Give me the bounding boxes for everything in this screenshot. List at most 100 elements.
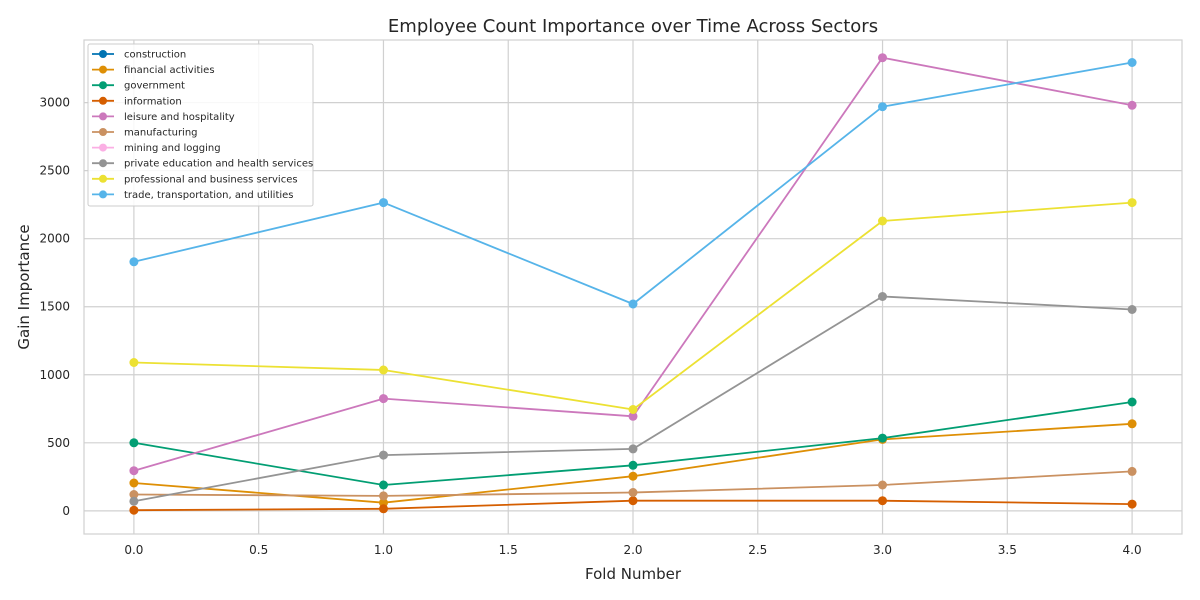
- data-point: [878, 480, 887, 490]
- data-point: [878, 216, 887, 226]
- x-tick-label: 3.5: [998, 543, 1017, 557]
- legend-swatch-marker: [99, 190, 107, 199]
- data-point: [1127, 198, 1137, 208]
- legend-box: [87, 43, 314, 207]
- data-point: [628, 488, 638, 497]
- data-point: [628, 299, 638, 309]
- y-tick-label: 2500: [39, 164, 70, 178]
- x-axis-label: Fold Number: [585, 565, 682, 583]
- legend-swatch-marker: [99, 174, 107, 183]
- legend-label: information: [124, 96, 182, 107]
- data-point: [379, 394, 388, 404]
- legend-item: information: [92, 96, 182, 107]
- data-point: [129, 438, 139, 448]
- data-point: [628, 444, 638, 454]
- legend-swatch-marker: [99, 81, 107, 90]
- legend-label: trade, transportation, and utilities: [124, 190, 294, 201]
- data-point: [1127, 499, 1137, 509]
- x-tick-label: 3.0: [873, 543, 892, 557]
- x-tick-label: 1.0: [374, 543, 393, 557]
- data-point: [878, 292, 887, 301]
- data-point: [1127, 466, 1137, 476]
- data-point: [129, 466, 139, 476]
- legend-label: government: [124, 81, 185, 92]
- data-point: [878, 433, 887, 443]
- grid-lines: [84, 40, 1182, 534]
- y-tick-label: 1500: [39, 300, 70, 314]
- data-point: [379, 365, 388, 375]
- data-point: [379, 491, 388, 501]
- legend-item: financial activities: [92, 65, 215, 76]
- legend-swatch-marker: [99, 50, 107, 58]
- data-point: [129, 478, 139, 488]
- legend-label: manufacturing: [124, 128, 198, 139]
- data-point: [379, 198, 388, 208]
- data-point: [1127, 305, 1137, 314]
- tick-labels: 0.0 0.5 1.0 1.5 2.0 2.5 3.0 3.5 4.0 0 500 1000 1500 2…: [39, 96, 1141, 557]
- data-point: [878, 496, 887, 506]
- plot-frame: [83, 39, 1183, 535]
- data-point: [379, 504, 388, 514]
- legend-item: leisure and hospitality: [92, 112, 235, 123]
- legend-swatch-marker: [99, 159, 107, 168]
- series-information: [129, 496, 1137, 515]
- data-point: [129, 505, 139, 515]
- x-tick-label: 0.0: [124, 543, 143, 557]
- series-professional-and-business-services: [129, 198, 1137, 414]
- x-tick-label: 2.5: [748, 543, 767, 557]
- legend-swatch-marker: [99, 112, 107, 121]
- data-point: [628, 411, 638, 421]
- series-manufacturing: [129, 466, 1137, 501]
- data-point: [878, 102, 887, 112]
- x-tick-label: 4.0: [1123, 543, 1142, 557]
- data-point: [1127, 397, 1137, 407]
- legend-label: construction: [124, 50, 186, 61]
- x-tick-label: 2.0: [623, 543, 642, 557]
- data-point: [1127, 419, 1137, 429]
- x-tick-label: 1.5: [499, 543, 518, 557]
- legend-item: trade, transportation, and utilities: [92, 190, 294, 201]
- y-tick-label: 1000: [39, 368, 70, 382]
- data-point: [628, 405, 638, 414]
- y-tick-label: 2000: [39, 232, 70, 246]
- series-private-education-and-health-services: [129, 292, 1137, 506]
- legend-label: private education and health services: [124, 159, 313, 170]
- y-axis-label: Gain Importance: [15, 224, 33, 349]
- legend: construction financial activities governme…: [87, 43, 314, 207]
- series-layer: [129, 53, 1137, 515]
- data-point: [129, 490, 139, 499]
- legend-label: financial activities: [124, 65, 215, 76]
- legend-item: construction: [92, 50, 186, 61]
- legend-label: leisure and hospitality: [124, 112, 235, 123]
- legend-item: government: [92, 81, 185, 92]
- series-leisure-and-hospitality: [129, 53, 1137, 476]
- x-tick-label: 0.5: [249, 543, 268, 557]
- legend-label: mining and logging: [124, 143, 221, 154]
- legend-swatch-marker: [99, 96, 107, 105]
- data-point: [628, 496, 638, 506]
- legend-label: professional and business services: [124, 174, 298, 185]
- legend-swatch-marker: [99, 128, 107, 136]
- data-point: [628, 471, 638, 481]
- legend-item: manufacturing: [92, 128, 198, 139]
- data-point: [129, 496, 139, 506]
- data-point: [129, 358, 139, 367]
- data-point: [379, 480, 388, 490]
- y-tick-label: 0: [62, 504, 70, 518]
- data-point: [628, 460, 638, 470]
- data-point: [1127, 58, 1137, 67]
- y-tick-label: 500: [47, 436, 70, 450]
- data-point: [1127, 100, 1137, 110]
- series-trade-transportation-and-utilities: [129, 58, 1137, 309]
- legend-item: private education and health services: [92, 159, 313, 170]
- legend-swatch-marker: [99, 143, 107, 152]
- data-point: [878, 53, 887, 63]
- y-tick-label: 3000: [39, 96, 70, 110]
- data-point: [379, 450, 388, 460]
- legend-item: professional and business services: [92, 174, 298, 185]
- legend-item: mining and logging: [92, 143, 221, 154]
- data-point: [129, 257, 139, 267]
- legend-swatch-marker: [99, 65, 107, 74]
- chart-title: Employee Count Importance over Time Acro…: [388, 16, 878, 37]
